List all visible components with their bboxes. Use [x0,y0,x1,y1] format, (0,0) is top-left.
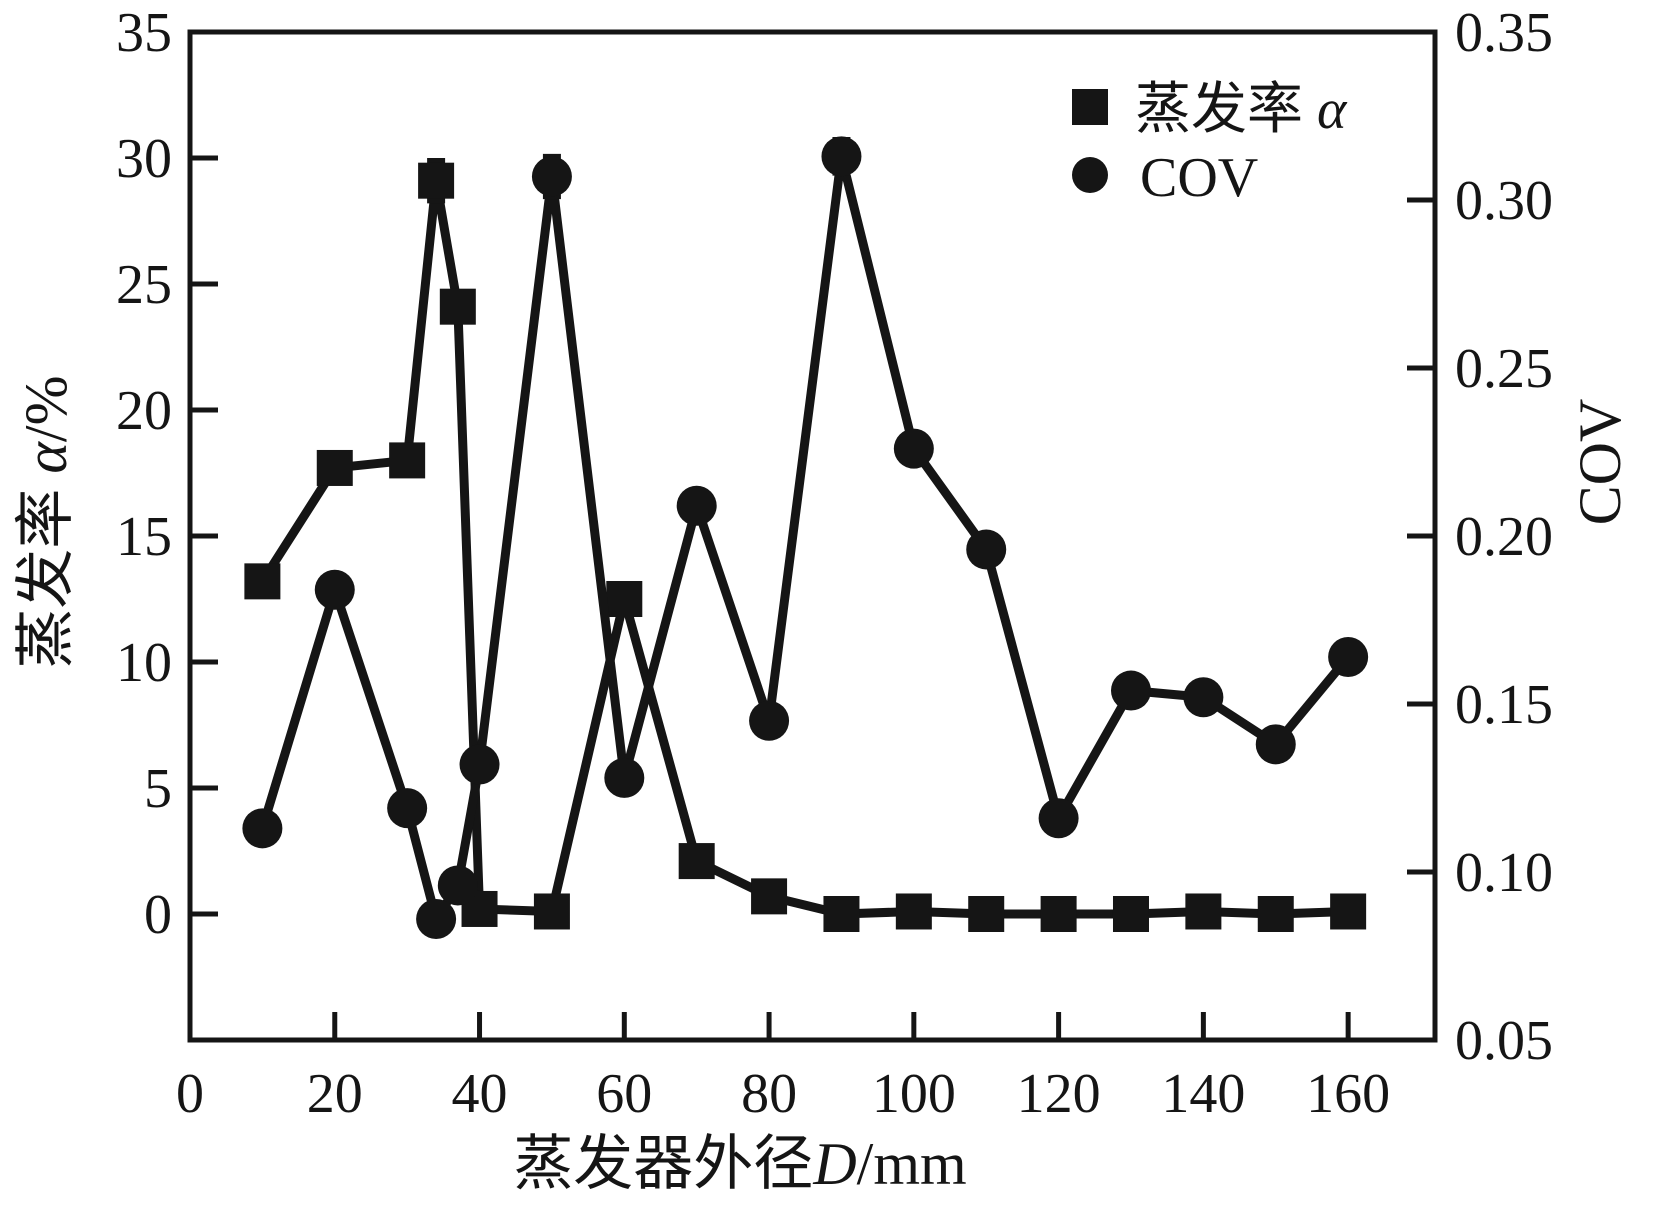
cov-point-110 [966,529,1007,570]
alpha-point-80 [751,878,788,915]
y-right-tick-label-0.25: 0.25 [1455,338,1553,400]
x-tick-label-100: 100 [872,1063,956,1125]
alpha-point-90 [823,896,860,932]
cov-point-60 [604,757,645,798]
series-cov [242,136,1369,940]
x-axis: 0 20 40 60 80 100 120 140 160 [176,1012,1390,1125]
series-alpha [244,158,1367,932]
x-tick-label-40: 40 [452,1063,508,1125]
legend-circle-icon [1072,157,1108,193]
cov-point-40 [459,744,500,785]
y-axis-right: 0.05 0.10 0.15 0.20 0.25 0.30 0.35 [1407,2,1553,1072]
y-right-tick-label-0.10: 0.10 [1455,842,1553,904]
x-tick-label-80: 80 [741,1063,797,1125]
cov-point-150 [1255,724,1296,765]
x-tick-label-120: 120 [1017,1063,1101,1125]
x-tick-label-60: 60 [596,1063,652,1125]
y-axis-left: 0 5 10 15 20 25 30 35 [116,2,218,946]
cov-point-130 [1110,670,1151,711]
y-left-tick-label-30: 30 [116,128,172,190]
x-tick-label-0: 0 [176,1063,204,1125]
alpha-point-100 [895,893,932,930]
alpha-point-34 [418,162,455,199]
alpha-point-60 [606,581,643,617]
series-layer [242,136,1369,940]
cov-point-80 [749,700,790,741]
cov-point-160 [1328,636,1369,677]
y-right-tick-label-0.30: 0.30 [1455,170,1553,232]
x-axis-title: 蒸发器外径D/mm [513,1131,966,1197]
x-tick-label-160: 160 [1306,1063,1390,1125]
y-left-tick-label-25: 25 [116,254,172,316]
y-left-tick-label-5: 5 [144,758,172,820]
alpha-point-130 [1112,896,1149,932]
alpha-point-140 [1185,893,1222,930]
cov-point-20 [314,569,355,610]
cov-point-140 [1183,677,1224,718]
alpha-point-37 [439,288,476,325]
cov-point-30 [387,788,428,829]
legend-label-alpha: 蒸发率 α [1135,79,1348,141]
cov-point-50 [531,156,572,197]
y-right-axis-title: COV [1567,399,1633,526]
alpha-point-20 [316,449,353,486]
y-left-tick-label-15: 15 [116,506,172,568]
alpha-point-160 [1330,893,1367,930]
alpha-point-70 [678,843,715,880]
cov-point-34 [416,899,457,940]
y-right-tick-label-0.15: 0.15 [1455,674,1553,736]
alpha-point-150 [1257,896,1294,932]
alpha-point-30 [389,442,426,479]
y-left-tick-label-10: 10 [116,632,172,694]
y-left-tick-label-35: 35 [116,2,172,64]
y-right-tick-label-0.35: 0.35 [1455,2,1553,64]
cov-point-70 [676,485,717,526]
alpha-point-120 [1040,896,1077,932]
alpha-point-10 [244,563,281,600]
x-tick-label-140: 140 [1161,1063,1245,1125]
cov-point-100 [893,428,934,469]
alpha-point-50 [533,893,570,930]
cov-point-90 [821,136,862,177]
legend-square-icon [1072,89,1108,125]
alpha-point-110 [968,896,1005,932]
x-tick-label-20: 20 [307,1063,363,1125]
y-left-tick-label-20: 20 [116,380,172,442]
y-right-tick-label-0.20: 0.20 [1455,506,1553,568]
cov-point-120 [1038,798,1079,839]
axis-titles: 蒸发器外径D/mm 蒸发率 α/% COV [13,375,1633,1197]
cov-point-37 [437,865,478,906]
y-right-tick-label-0.05: 0.05 [1455,1010,1553,1072]
y-left-axis-title: 蒸发率 α/% [13,375,79,668]
cov-point-10 [242,808,283,849]
legend-label-cov: COV [1140,147,1258,209]
y-left-tick-label-0: 0 [144,884,172,946]
